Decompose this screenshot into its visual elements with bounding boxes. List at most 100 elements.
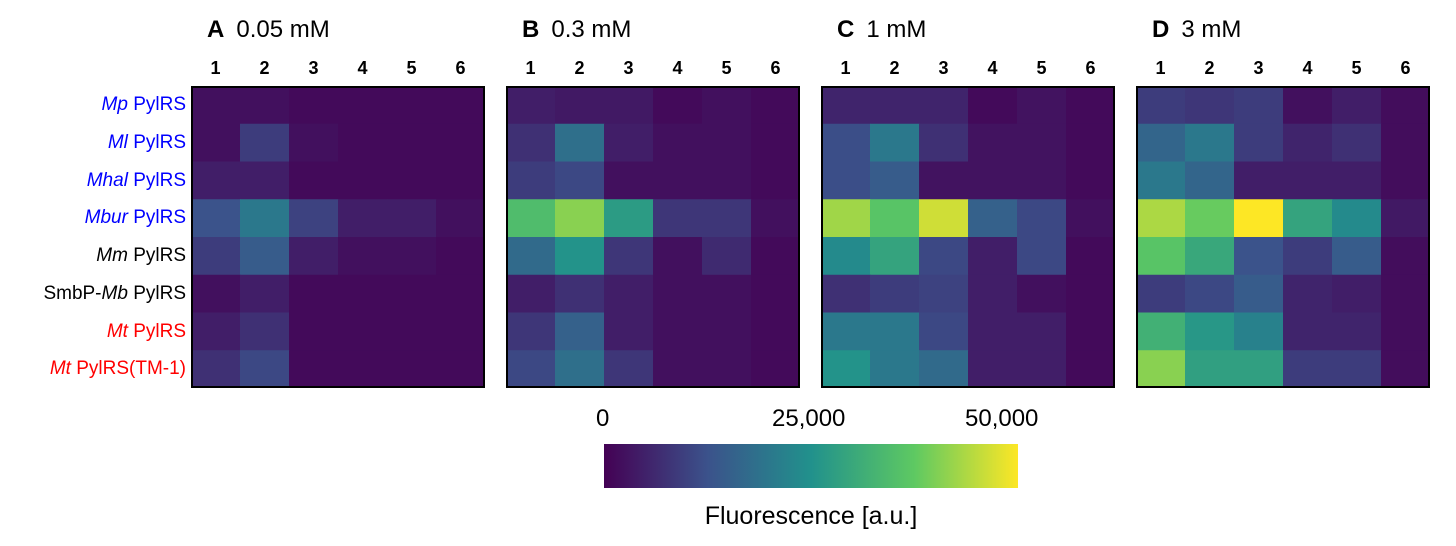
heatmap-cell xyxy=(240,237,290,276)
column-label: 1 xyxy=(1155,58,1166,78)
colorbar-tick-label: 0 xyxy=(596,405,610,432)
column-label: 5 xyxy=(1036,58,1047,78)
heatmap-cell xyxy=(1017,86,1067,125)
row-label-species: Mt xyxy=(106,320,128,342)
column-labels: 1 2 3 4 5 6 xyxy=(1136,58,1430,82)
row-label-species: Ml xyxy=(107,131,128,153)
heatmap-cell xyxy=(870,123,920,163)
heatmap-cell xyxy=(289,312,339,351)
heatmap-cell xyxy=(821,350,871,388)
heatmap-svg xyxy=(821,86,1115,388)
heatmap-cell xyxy=(555,123,605,163)
heatmap-cell xyxy=(653,161,703,200)
heatmap-cell xyxy=(702,312,752,351)
heatmap-cell xyxy=(702,161,752,200)
heatmap-cell xyxy=(870,161,920,200)
heatmap-cell xyxy=(338,161,388,200)
heatmap-cell xyxy=(968,199,1018,238)
heatmap-cell xyxy=(1185,237,1235,276)
row-label-species: Mt xyxy=(49,358,71,380)
heatmap-cell xyxy=(751,274,800,314)
heatmap-cell xyxy=(1332,123,1382,163)
heatmap-cell xyxy=(1381,199,1430,238)
heatmap-cell xyxy=(1283,161,1333,200)
heatmap-cell xyxy=(1185,199,1235,238)
heatmap-cell xyxy=(240,350,290,388)
panel-heading: C 1 mM xyxy=(837,16,926,44)
heatmap-cell xyxy=(1136,86,1186,125)
column-label: 4 xyxy=(1302,58,1313,78)
heatmap-cell xyxy=(870,86,920,125)
column-label: 6 xyxy=(770,58,781,78)
heatmap-cell xyxy=(1017,312,1067,351)
heatmap-cell xyxy=(240,161,290,200)
colorbar-tick-label: 25,000 xyxy=(772,405,846,432)
heatmap-cell xyxy=(968,350,1018,388)
heatmap-cell xyxy=(1283,312,1333,351)
heatmap-cell xyxy=(821,312,871,351)
heatmap-cell xyxy=(1136,350,1186,388)
heatmap-cell xyxy=(1136,199,1186,238)
heatmap-cell xyxy=(387,350,437,388)
heatmap-cell xyxy=(555,350,605,388)
heatmap-cell xyxy=(1381,123,1430,163)
heatmap-cell xyxy=(1332,237,1382,276)
panel-heading: A 0.05 mM xyxy=(207,16,330,44)
heatmap-cell xyxy=(702,123,752,163)
column-label: 3 xyxy=(1253,58,1264,78)
column-labels: 1 2 3 4 5 6 xyxy=(821,58,1115,82)
heatmap-cell xyxy=(653,312,703,351)
heatmap-cell xyxy=(1185,86,1235,125)
row-label: Mt PylRS(TM-1) xyxy=(0,350,186,388)
row-label-species: Mp xyxy=(101,94,128,115)
heatmap-cell xyxy=(919,86,969,125)
column-label: 3 xyxy=(938,58,949,78)
row-label-species: Mbur xyxy=(84,207,128,229)
heatmap-cell xyxy=(240,123,290,163)
heatmap-cell xyxy=(1136,312,1186,351)
heatmap-cell xyxy=(387,86,437,125)
heatmap-cell xyxy=(1234,86,1284,125)
heatmap-cell xyxy=(1234,274,1284,314)
heatmap-cell xyxy=(1017,274,1067,314)
heatmap-cell xyxy=(919,274,969,314)
row-label-species: Mm xyxy=(96,245,128,266)
heatmap-cell xyxy=(653,237,703,276)
heatmap-cell xyxy=(1234,312,1284,351)
colorbar-gradient xyxy=(604,444,1018,488)
heatmap-cell xyxy=(821,274,871,314)
heatmap-cell xyxy=(1066,237,1115,276)
column-label: 2 xyxy=(574,58,585,78)
row-label: Mt PylRS xyxy=(0,313,186,351)
heatmap-cell xyxy=(1381,86,1430,125)
heatmap-cell xyxy=(1381,161,1430,200)
row-label-enzyme: PylRS xyxy=(127,169,186,191)
heatmap-cell xyxy=(1332,350,1382,388)
column-labels: 1 2 3 4 5 6 xyxy=(191,58,485,82)
panel-concentration: 0.05 mM xyxy=(236,16,330,43)
heatmap-cell xyxy=(436,237,485,276)
heatmap-cell xyxy=(338,274,388,314)
heatmap-cell xyxy=(1234,161,1284,200)
heatmap-svg xyxy=(1136,86,1430,388)
heatmap-cell xyxy=(1332,274,1382,314)
heatmap-cell xyxy=(506,237,556,276)
heatmap-cell xyxy=(604,123,654,163)
column-label: 5 xyxy=(1351,58,1362,78)
column-label: 2 xyxy=(889,58,900,78)
heatmap-cell xyxy=(555,312,605,351)
heatmap-cell xyxy=(1017,237,1067,276)
heatmap-cell xyxy=(387,312,437,351)
panel-concentration: 3 mM xyxy=(1181,16,1242,43)
panel-concentration: 1 mM xyxy=(866,16,927,43)
heatmap-cell xyxy=(387,237,437,276)
heatmap-cell xyxy=(751,199,800,238)
heatmap-cell xyxy=(240,199,290,238)
heatmap-cell xyxy=(653,350,703,388)
heatmap-cell xyxy=(555,161,605,200)
heatmap-cell xyxy=(870,199,920,238)
panel-letter: C xyxy=(837,16,855,43)
heatmap-cell xyxy=(1234,199,1284,238)
heatmap-cell xyxy=(191,274,241,314)
heatmap-cell xyxy=(604,237,654,276)
